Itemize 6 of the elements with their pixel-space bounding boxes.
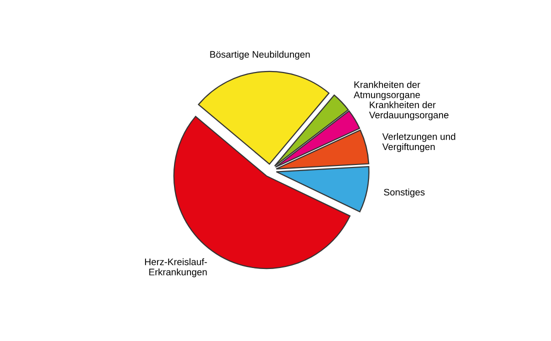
slice-label: Sonstiges xyxy=(384,188,425,198)
slice-label: Krankheiten der Verdauungsorgane xyxy=(369,101,448,120)
slice-label: Bösartige Neubildungen xyxy=(210,50,310,60)
slice-label: Krankheiten der Atmungsorgane xyxy=(354,81,420,100)
slice-label: Verletzungen und Vergiftungen xyxy=(382,133,456,152)
slice-label: Herz-Kreislauf- Erkrankungen xyxy=(145,258,207,278)
